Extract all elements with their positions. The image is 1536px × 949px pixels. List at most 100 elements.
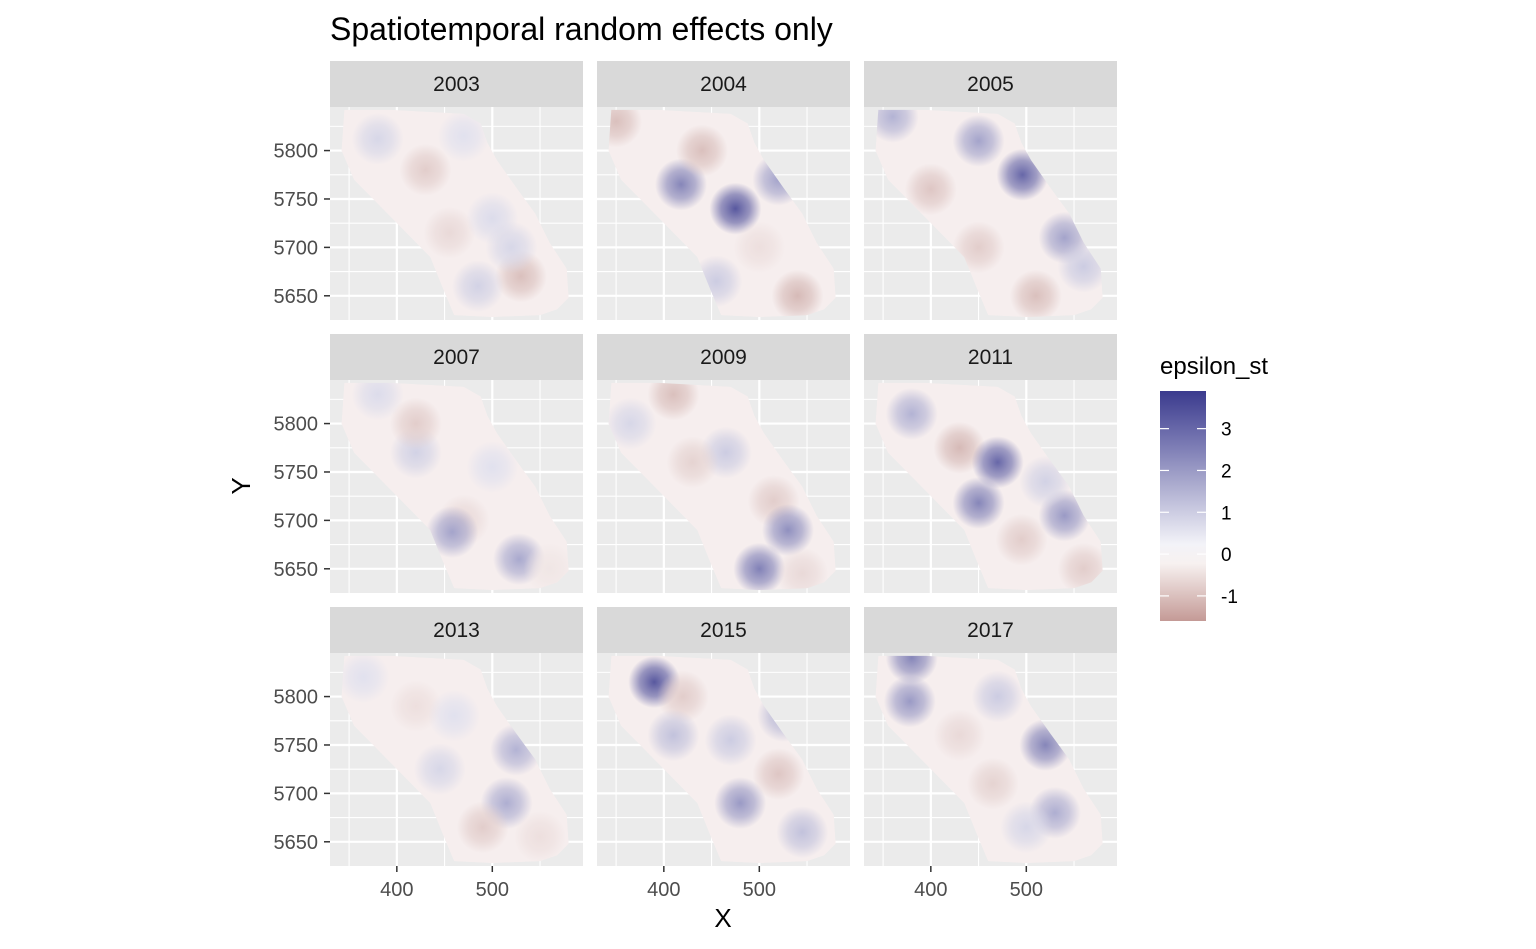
effect-hotspot <box>676 124 729 177</box>
effect-hotspot <box>704 714 757 767</box>
facet-strip <box>330 61 583 107</box>
y-tick-label: 5700 <box>274 783 319 805</box>
effect-hotspot <box>1009 269 1062 318</box>
y-tick-label: 5650 <box>274 286 319 308</box>
survey-region <box>875 109 1103 318</box>
facet-strip <box>330 607 583 653</box>
facet-panel-2017: 2017 400 500 <box>864 607 1117 901</box>
effect-hotspot <box>647 709 700 762</box>
chart-title: Spatiotemporal random effects only <box>330 11 833 47</box>
effect-hotspot <box>666 436 719 489</box>
effect-hotspot <box>952 476 1005 529</box>
effect-hotspot <box>709 182 762 235</box>
y-axis-title: Y <box>226 477 256 494</box>
random-effect-field <box>341 109 569 318</box>
random-effect-field <box>341 382 569 591</box>
effect-hotspot <box>714 777 767 830</box>
facet-strip <box>864 334 1117 380</box>
effect-hotspot <box>971 670 1024 723</box>
y-tick-label: 5750 <box>274 735 319 757</box>
effect-hotspot <box>952 114 1005 167</box>
x-tick-label: 500 <box>1010 879 1043 901</box>
effect-hotspot <box>885 387 938 440</box>
facet-strip-label: 2013 <box>433 619 480 642</box>
x-tick-label: 500 <box>743 879 776 901</box>
effect-hotspot <box>952 221 1005 274</box>
effect-hotspot <box>351 382 404 421</box>
facet-strip <box>597 607 850 653</box>
random-effect-field <box>608 382 836 591</box>
y-tick-label: 5800 <box>274 414 319 436</box>
effect-hotspot <box>966 757 1019 810</box>
effect-hotspot <box>776 806 829 859</box>
effect-hotspot <box>341 655 390 704</box>
effect-hotspot <box>423 206 476 259</box>
effect-hotspot <box>875 109 919 143</box>
effect-hotspot <box>608 397 657 450</box>
facet-panel-2005: 2005 <box>864 61 1117 320</box>
effect-hotspot <box>351 112 404 165</box>
effect-hotspot <box>413 743 466 796</box>
facet-strip <box>864 607 1117 653</box>
legend-tick-label: 1 <box>1221 503 1232 524</box>
legend-title: epsilon_st <box>1160 353 1268 380</box>
effect-hotspot <box>885 655 938 684</box>
x-tick-label: 400 <box>647 879 680 901</box>
effect-hotspot <box>485 221 538 274</box>
legend-tick-label: 2 <box>1221 461 1232 482</box>
legend: epsilon_st 3 2 1 0 -1 <box>1160 353 1268 621</box>
facet-strip <box>597 61 850 107</box>
facet-panel-2007: 2007 5650 5700 5750 5800 <box>274 334 583 593</box>
facet-strip <box>864 61 1117 107</box>
effect-hotspot <box>426 506 479 559</box>
random-effect-field <box>875 655 1103 864</box>
facet-panels: 2003 5650 5700 5750 5800 2004 2005 2007 5650 5700… <box>274 61 1117 901</box>
legend-colorbar <box>1160 391 1206 621</box>
facet-panel-2011: 2011 <box>864 334 1117 593</box>
effect-hotspot <box>456 801 509 854</box>
x-axis-title: X <box>714 903 731 933</box>
y-tick-label: 5700 <box>274 510 319 532</box>
y-tick-label: 5650 <box>274 559 319 581</box>
facet-strip <box>330 334 583 380</box>
effect-hotspot <box>733 542 786 591</box>
effect-hotspot <box>451 260 504 313</box>
facet-panel-2004: 2004 <box>597 61 850 320</box>
effect-hotspot <box>608 109 643 148</box>
effect-hotspot <box>933 709 986 762</box>
x-tick-label: 500 <box>476 879 509 901</box>
effect-hotspot <box>437 110 490 163</box>
y-tick-label: 5800 <box>274 687 319 709</box>
facet-panel-2013: 2013 5650 5700 5750 5800 400 500 <box>274 607 583 901</box>
facet-strip-label: 2011 <box>968 346 1013 369</box>
y-tick-label: 5700 <box>274 237 319 259</box>
random-effect-field <box>608 109 836 318</box>
x-tick-label: 400 <box>914 879 947 901</box>
effect-hotspot <box>389 397 442 450</box>
effect-hotspot <box>1000 801 1053 854</box>
y-tick-label: 5800 <box>274 141 319 163</box>
effect-hotspot <box>995 513 1048 566</box>
facet-strip-label: 2003 <box>433 73 480 96</box>
effect-hotspot <box>399 143 452 196</box>
legend-tick-label: 0 <box>1221 545 1232 566</box>
facet-strip-label: 2007 <box>433 346 480 369</box>
x-tick-label: 400 <box>380 879 413 901</box>
effect-hotspot <box>647 382 700 421</box>
effect-hotspot <box>752 748 805 801</box>
random-effect-field <box>608 655 836 864</box>
effect-hotspot <box>761 504 814 557</box>
y-tick-label: 5750 <box>274 189 319 211</box>
effect-hotspot <box>904 163 957 216</box>
facet-panel-2003: 2003 5650 5700 5750 5800 <box>274 61 583 320</box>
facet-strip-label: 2009 <box>700 346 747 369</box>
facet-strip-label: 2017 <box>967 619 1014 642</box>
effect-hotspot <box>466 441 519 494</box>
effect-hotspot <box>883 675 936 728</box>
effect-hotspot <box>733 221 786 274</box>
y-tick-label: 5650 <box>274 832 319 854</box>
facet-strip-label: 2004 <box>700 73 747 96</box>
facet-panel-2015: 2015 400 500 <box>597 607 850 901</box>
effect-hotspot <box>971 436 1024 489</box>
